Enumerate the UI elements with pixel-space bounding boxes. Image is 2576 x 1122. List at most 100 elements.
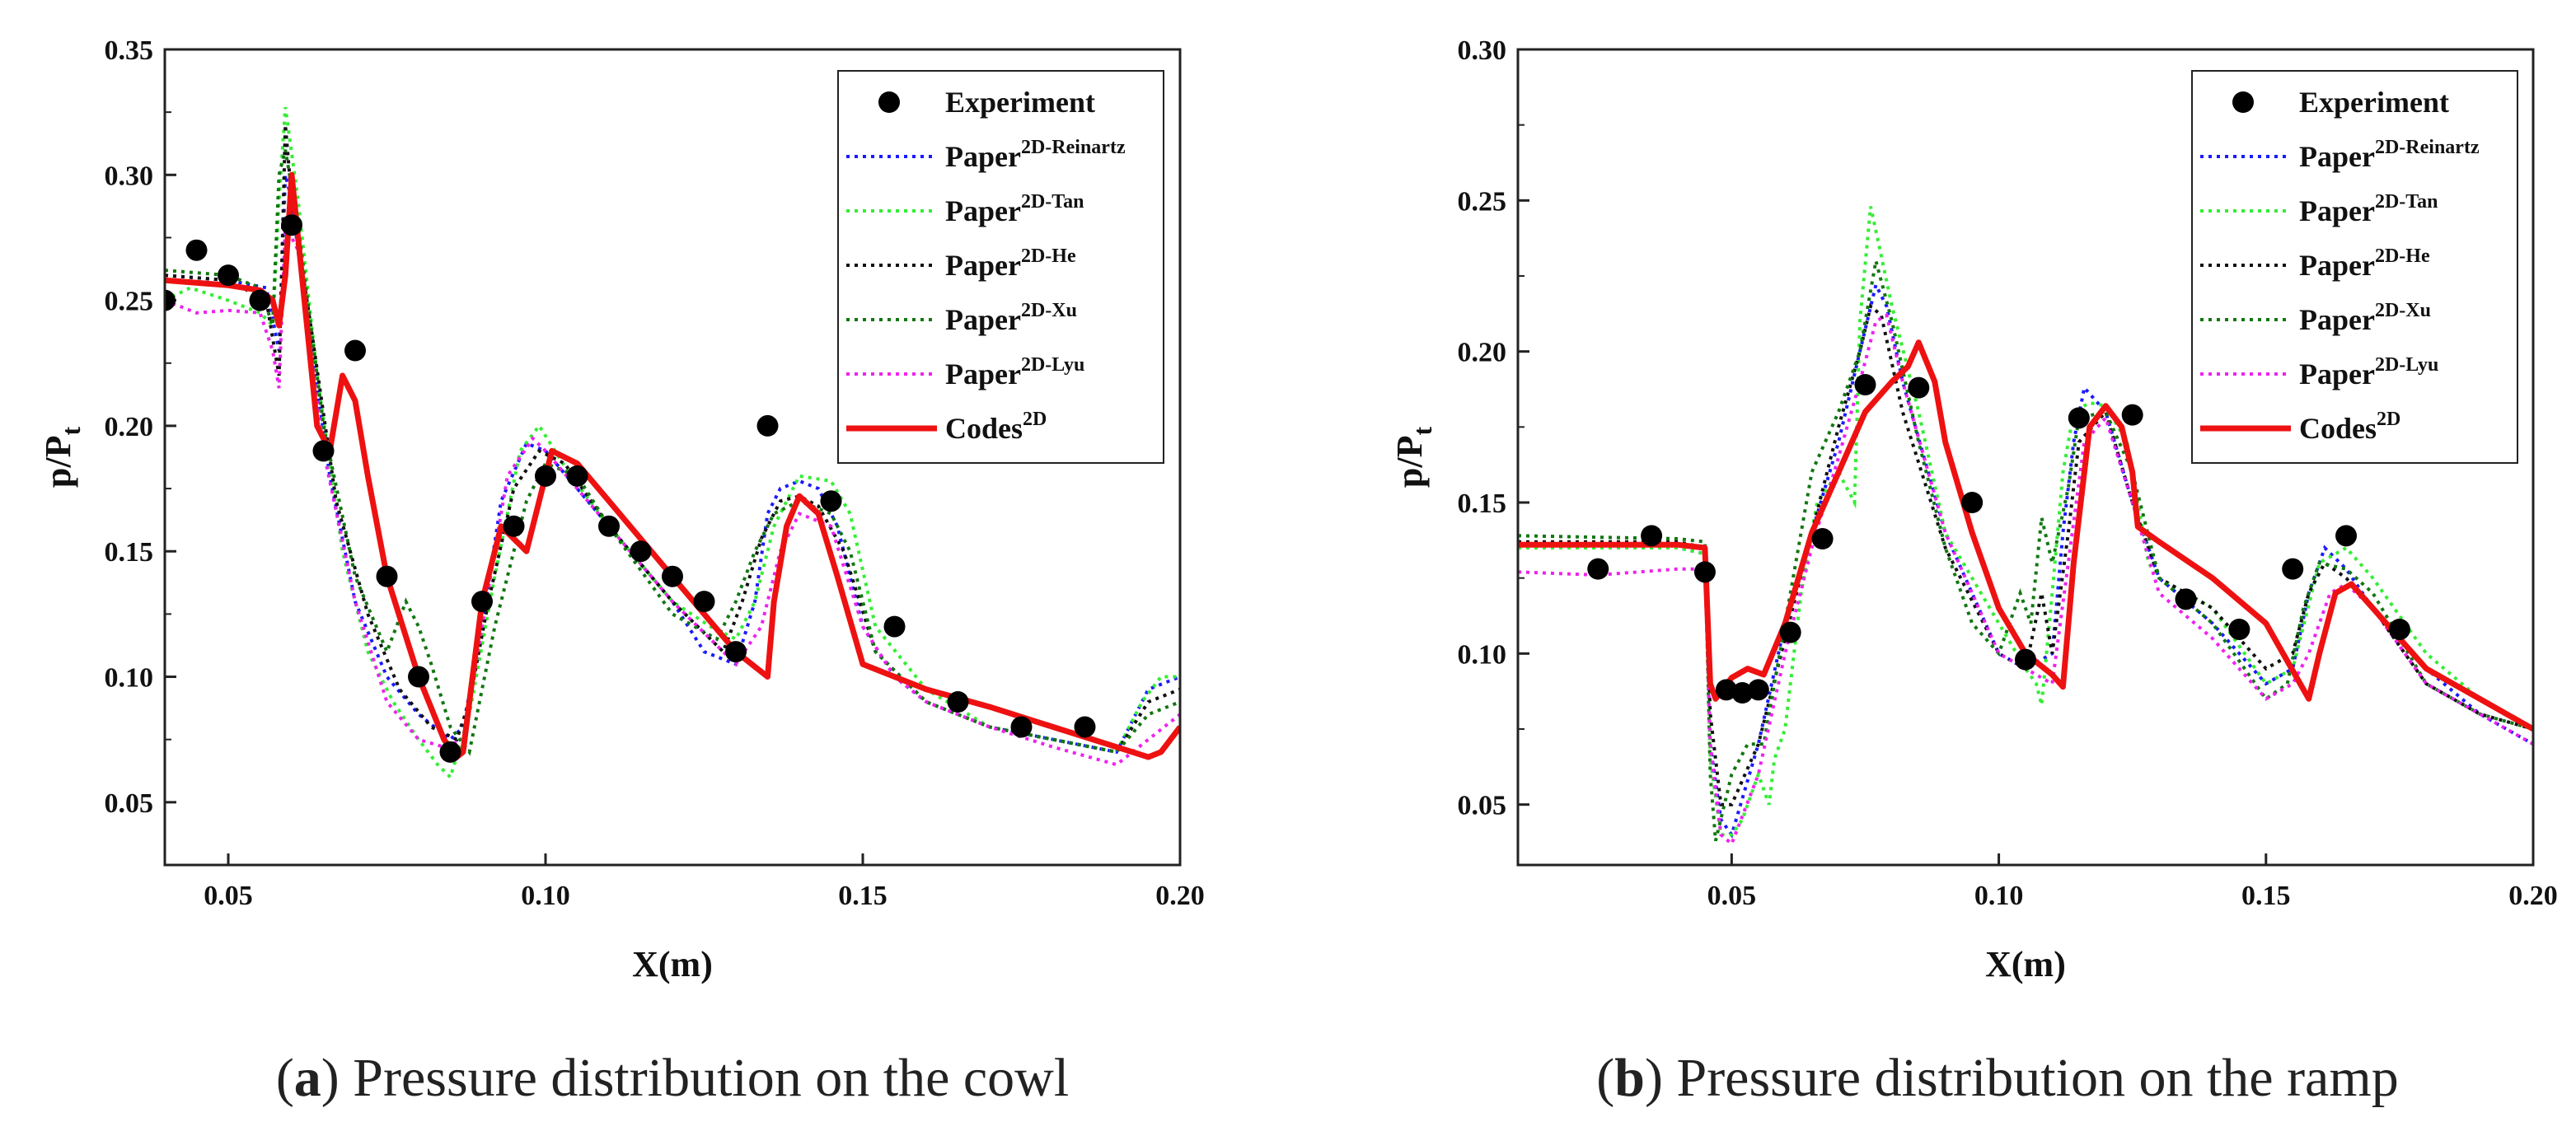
- experiment-point: [1779, 621, 1801, 643]
- y-tick-label: 0.30: [105, 161, 154, 191]
- experiment-point: [2228, 619, 2250, 640]
- experiment-point: [1731, 682, 1754, 704]
- plot-frame-b: [1516, 48, 2535, 867]
- legend-label-lyu: Paper2D-Lyu: [945, 354, 1084, 390]
- experiment-point: [598, 515, 620, 537]
- y-axis-label-a: p/Pt: [38, 427, 86, 489]
- experiment-point: [1074, 716, 1096, 738]
- experiment-point: [630, 540, 652, 563]
- experiment-point: [725, 641, 747, 663]
- y-tick-label: 0.10: [105, 663, 154, 694]
- experiment-point: [1587, 558, 1609, 580]
- experiment-point: [503, 515, 525, 537]
- experiment-point: [249, 289, 271, 311]
- experiment-point: [218, 264, 239, 287]
- experiment-point: [2068, 407, 2090, 429]
- chart-panel-a: 0.05 0.10 0.15 0.20 0.05 0.10 0.15 0.20 0.25 0.30…: [38, 35, 1205, 1108]
- y-tick-label: 0.10: [1458, 639, 1507, 670]
- caption-letter-b: b: [1614, 1048, 1645, 1108]
- y-tick-label: 0.05: [1458, 791, 1507, 821]
- experiment-point: [883, 615, 906, 638]
- experiment-point: [820, 490, 842, 512]
- experiment-point: [1693, 561, 1716, 583]
- legend-label-reinartz: Paper2D-Reinartz: [2299, 137, 2480, 173]
- experiment-point: [439, 741, 461, 763]
- caption-text-b: Pressure distribution on the ramp: [1676, 1048, 2398, 1108]
- legend-label-he: Paper2D-He: [945, 245, 1076, 282]
- experiment-point: [2015, 648, 2036, 671]
- x-axis-label-b: X(m): [1985, 944, 2066, 984]
- x-tick-label: 0.05: [1707, 881, 1757, 911]
- experiment-point: [344, 339, 366, 362]
- legend-label-xu: Paper2D-Xu: [2299, 300, 2431, 336]
- legend-box: [2191, 70, 2518, 464]
- y-tick-label: 0.05: [105, 788, 154, 819]
- caption-letter-a: a: [294, 1048, 321, 1108]
- y-tick-label: 0.15: [105, 537, 154, 568]
- x-tick-label: 0.20: [2508, 881, 2558, 911]
- experiment-point: [281, 214, 302, 236]
- experiment-point: [408, 666, 429, 688]
- x-tick-label: 0.20: [1155, 881, 1205, 911]
- x-tick-label: 0.10: [1974, 881, 2024, 911]
- experiment-point: [2121, 404, 2143, 426]
- legend-label-reinartz: Paper2D-Reinartz: [945, 137, 1126, 173]
- experiment-point: [1715, 679, 1737, 701]
- legend-label-lyu: Paper2D-Lyu: [2299, 354, 2438, 390]
- legend-label-he: Paper2D-He: [2299, 245, 2430, 282]
- legend-swatch-experiment: [2232, 91, 2254, 113]
- legend-label-codes: Codes2D: [945, 409, 1047, 445]
- legend-b: Experiment Paper2D-Reinartz Paper2D-Tan Pap…: [2191, 70, 2518, 464]
- experiment-point: [185, 239, 208, 261]
- y-tick-label: 0.20: [1458, 338, 1507, 368]
- experiment-point: [1908, 376, 1930, 399]
- caption-b: (b) Pressure distribution on the ramp: [1596, 1048, 2398, 1108]
- tick-labels-b: 0.05 0.10 0.15 0.20 0.05 0.10 0.15 0.20 0.25 0.30: [1458, 35, 2558, 911]
- experiment-point: [1010, 716, 1033, 738]
- experiment-point: [535, 465, 556, 487]
- x-tick-label: 0.15: [2241, 881, 2291, 911]
- experiment-point: [376, 565, 398, 587]
- experiment-point: [2335, 525, 2358, 547]
- legend-label-experiment: Experiment: [2299, 86, 2449, 119]
- x-tick-label: 0.10: [521, 881, 570, 911]
- y-tick-label: 0.25: [105, 287, 154, 317]
- y-tick-label: 0.35: [105, 35, 154, 66]
- x-axis-label-a: X(m): [632, 944, 713, 984]
- experiment-point: [1641, 525, 1663, 547]
- legend-label-codes: Codes2D: [2299, 409, 2400, 445]
- experiment-point: [471, 591, 493, 613]
- plot-area-a: [165, 106, 1180, 781]
- series-line-xu: [1518, 260, 2533, 842]
- legend-a: Experiment Paper2D-Reinartz Paper2D-Tan Pap…: [837, 70, 1164, 464]
- experiment-point: [1747, 679, 1769, 701]
- y-axis-label-b: p/Pt: [1389, 427, 1437, 489]
- experiment-point: [165, 289, 176, 311]
- experiment-point: [2282, 558, 2304, 580]
- x-tick-label: 0.15: [838, 881, 888, 911]
- experiment-point: [693, 591, 715, 613]
- legend-swatch-experiment: [878, 91, 900, 113]
- legend-label-tan: Paper2D-Tan: [945, 191, 1084, 227]
- legend-label-xu: Paper2D-Xu: [945, 300, 1077, 336]
- plot-area-b: [1518, 206, 2533, 847]
- x-tick-label: 0.05: [204, 881, 253, 911]
- experiment-point: [2388, 619, 2410, 640]
- experiment-point: [312, 440, 335, 462]
- y-tick-label: 0.20: [105, 412, 154, 442]
- experiment-point: [662, 565, 683, 587]
- y-tick-label: 0.25: [1458, 186, 1507, 217]
- experiment-point: [1811, 528, 1834, 549]
- caption-text-a: Pressure distribution on the cowl: [353, 1048, 1069, 1108]
- series-line-lyu: [1518, 312, 2533, 847]
- legend-box: [837, 70, 1164, 464]
- plot-frame-a: [163, 48, 1182, 867]
- experiment-point: [1961, 492, 1984, 513]
- experiment-point: [756, 414, 779, 437]
- legend-label-experiment: Experiment: [945, 86, 1095, 119]
- experiment-point: [1854, 374, 1876, 395]
- experiment-point: [2175, 588, 2197, 610]
- caption-a: (a) Pressure distribution on the cowl: [276, 1048, 1069, 1108]
- y-tick-label: 0.15: [1458, 489, 1507, 519]
